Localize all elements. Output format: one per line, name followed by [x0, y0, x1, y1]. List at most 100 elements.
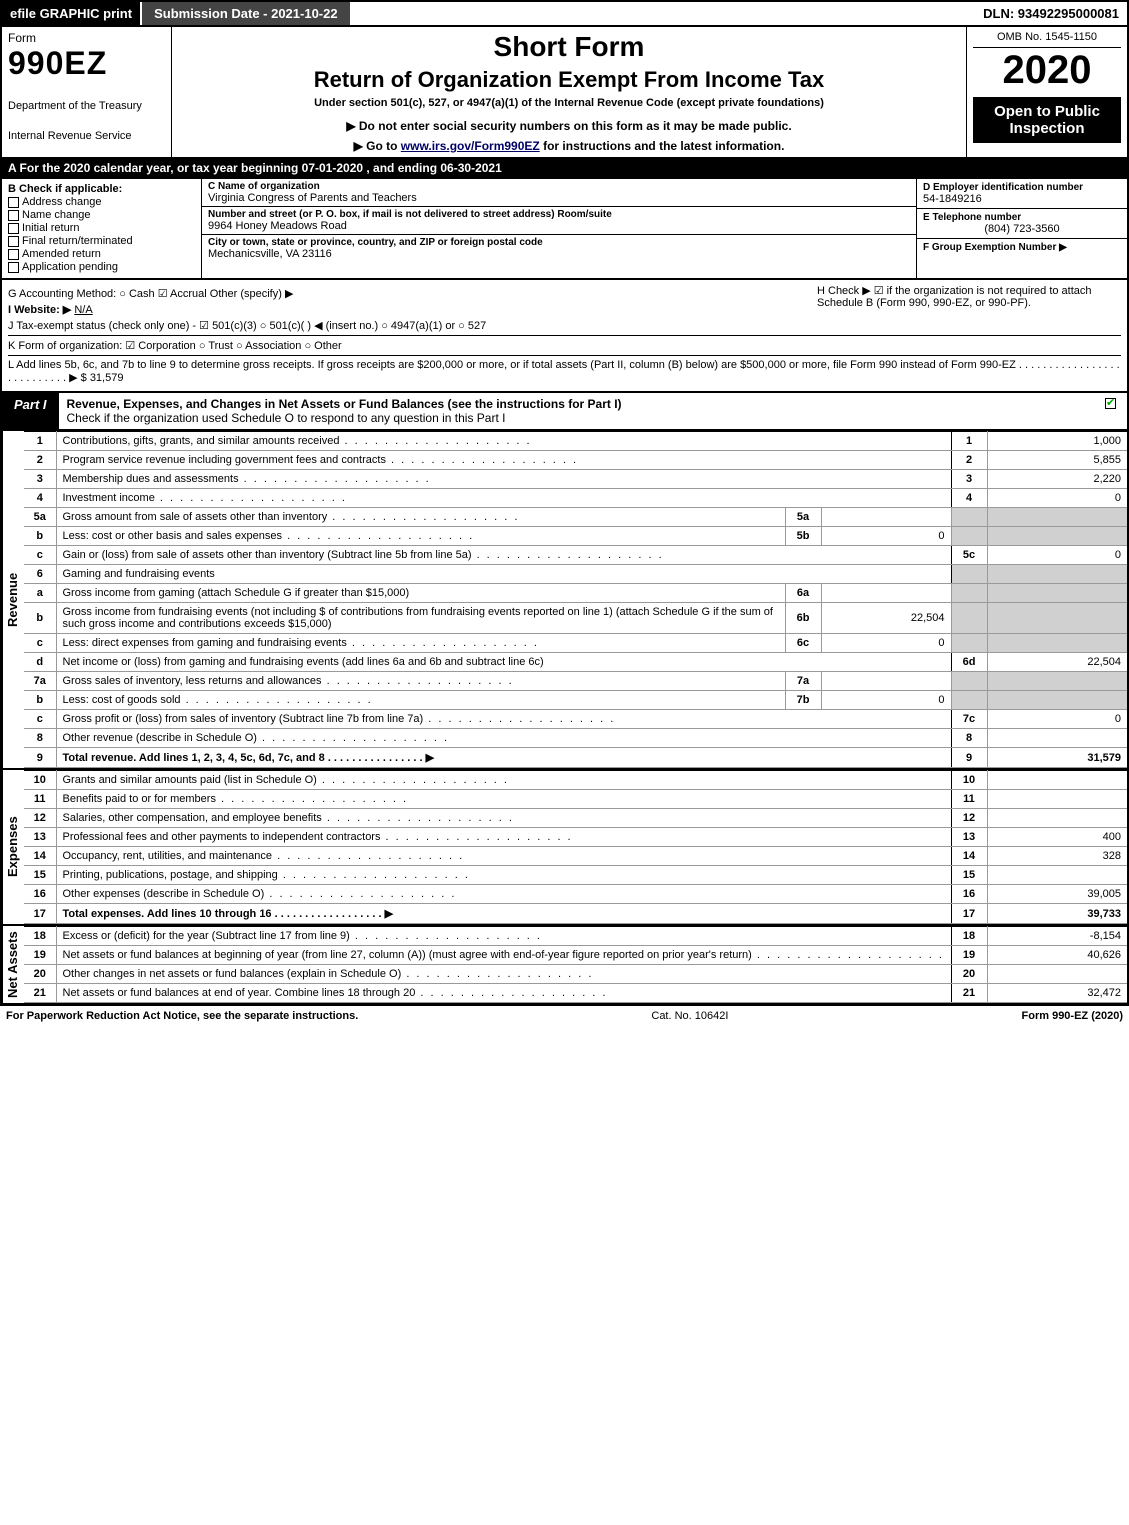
org-addr-value: 9964 Honey Meadows Road [208, 220, 910, 232]
header-right: OMB No. 1545-1150 2020 Open to Public In… [967, 27, 1127, 157]
line-l: L Add lines 5b, 6c, and 7b to line 9 to … [8, 355, 1121, 384]
ein-row: D Employer identification number 54-1849… [917, 179, 1127, 209]
table-row: dNet income or (loss) from gaming and fu… [24, 653, 1127, 672]
org-addr-label: Number and street (or P. O. box, if mail… [208, 209, 910, 220]
table-row: 3Membership dues and assessments32,220 [24, 470, 1127, 489]
org-addr-row: Number and street (or P. O. box, if mail… [202, 207, 916, 235]
part1-check-text: Check if the organization used Schedule … [67, 411, 506, 425]
form-number: 990EZ [8, 45, 165, 82]
org-city-value: Mechanicsville, VA 23116 [208, 248, 910, 260]
table-row: 13Professional fees and other payments t… [24, 828, 1127, 847]
line-h: H Check ▶ ☑ if the organization is not r… [817, 284, 1117, 309]
dept-irs: Internal Revenue Service [8, 130, 165, 142]
irs-link[interactable]: www.irs.gov/Form990EZ [401, 139, 540, 153]
ein-label: D Employer identification number [923, 182, 1121, 193]
expenses-table: 10Grants and similar amounts paid (list … [24, 770, 1127, 924]
table-row: bLess: cost of goods sold7b0 [24, 691, 1127, 710]
paperwork-notice: For Paperwork Reduction Act Notice, see … [6, 1010, 358, 1022]
goto-prefix: ▶ Go to [354, 139, 401, 153]
netassets-table: 18Excess or (deficit) for the year (Subt… [24, 926, 1127, 1003]
box-def: D Employer identification number 54-1849… [917, 179, 1127, 278]
table-row: 21Net assets or fund balances at end of … [24, 984, 1127, 1003]
table-row: cGain or (loss) from sale of assets othe… [24, 546, 1127, 565]
org-city-row: City or town, state or province, country… [202, 235, 916, 262]
ein-value: 54-1849216 [923, 193, 1121, 205]
line-k: K Form of organization: ☑ Corporation ○ … [8, 335, 1121, 352]
table-row: 11Benefits paid to or for members11 [24, 790, 1127, 809]
dln-label: DLN: 93492295000081 [975, 2, 1127, 25]
table-row: cLess: direct expenses from gaming and f… [24, 634, 1127, 653]
table-row: 2Program service revenue including gover… [24, 451, 1127, 470]
group-exempt-label: F Group Exemption Number ▶ [923, 242, 1121, 253]
part1-header: Part I Revenue, Expenses, and Changes in… [0, 393, 1129, 431]
return-title: Return of Organization Exempt From Incom… [180, 67, 958, 93]
table-row: 1Contributions, gifts, grants, and simil… [24, 432, 1127, 451]
table-row: 6Gaming and fundraising events [24, 565, 1127, 584]
page-footer: For Paperwork Reduction Act Notice, see … [0, 1005, 1129, 1026]
meta-block: H Check ▶ ☑ if the organization is not r… [0, 280, 1129, 393]
expenses-side-label: Expenses [2, 770, 24, 924]
part1-checkbox[interactable] [1097, 393, 1127, 429]
part1-title: Revenue, Expenses, and Changes in Net As… [59, 393, 1097, 429]
table-row: 15Printing, publications, postage, and s… [24, 866, 1127, 885]
form-word: Form [8, 31, 165, 45]
netassets-side-label: Net Assets [2, 926, 24, 1003]
box-b-label: B Check if applicable: [8, 183, 195, 195]
part1-tab: Part I [2, 393, 59, 429]
line-j: J Tax-exempt status (check only one) - ☑… [8, 319, 1121, 332]
goto-suffix: for instructions and the latest informat… [543, 139, 784, 153]
revenue-section: Revenue 1Contributions, gifts, grants, a… [0, 431, 1129, 768]
table-row: 12Salaries, other compensation, and empl… [24, 809, 1127, 828]
chk-initial[interactable]: Initial return [8, 222, 195, 234]
expenses-section: Expenses 10Grants and similar amounts pa… [0, 768, 1129, 924]
table-row: bGross income from fundraising events (n… [24, 603, 1127, 634]
phone-row: E Telephone number (804) 723-3560 [917, 209, 1127, 239]
table-row: 7aGross sales of inventory, less returns… [24, 672, 1127, 691]
chk-application[interactable]: Application pending [8, 261, 195, 273]
header-left: Form 990EZ Department of the Treasury In… [2, 27, 172, 157]
table-row: bLess: cost or other basis and sales exp… [24, 527, 1127, 546]
form-id-footer: Form 990-EZ (2020) [1022, 1010, 1123, 1022]
netassets-section: Net Assets 18Excess or (deficit) for the… [0, 924, 1129, 1005]
table-row: 5aGross amount from sale of assets other… [24, 508, 1127, 527]
chk-amended[interactable]: Amended return [8, 248, 195, 260]
chk-address[interactable]: Address change [8, 196, 195, 208]
table-row: 14Occupancy, rent, utilities, and mainte… [24, 847, 1127, 866]
org-name-row: C Name of organization Virginia Congress… [202, 179, 916, 207]
table-row: aGross income from gaming (attach Schedu… [24, 584, 1127, 603]
goto-note: ▶ Go to www.irs.gov/Form990EZ for instru… [180, 139, 958, 153]
chk-name[interactable]: Name change [8, 209, 195, 221]
short-form-title: Short Form [180, 31, 958, 63]
table-row: 19Net assets or fund balances at beginni… [24, 946, 1127, 965]
chk-final[interactable]: Final return/terminated [8, 235, 195, 247]
ssn-note: ▶ Do not enter social security numbers o… [180, 119, 958, 133]
table-row: 18Excess or (deficit) for the year (Subt… [24, 927, 1127, 946]
org-city-label: City or town, state or province, country… [208, 237, 910, 248]
revenue-table: 1Contributions, gifts, grants, and simil… [24, 431, 1127, 768]
top-bar: efile GRAPHIC print Submission Date - 20… [0, 0, 1129, 27]
table-row: cGross profit or (loss) from sales of in… [24, 710, 1127, 729]
org-name-label: C Name of organization [208, 181, 910, 192]
efile-print-label[interactable]: efile GRAPHIC print [2, 2, 140, 25]
header-center: Short Form Return of Organization Exempt… [172, 27, 967, 157]
under-section: Under section 501(c), 527, or 4947(a)(1)… [180, 97, 958, 109]
website-value: N/A [74, 304, 92, 316]
org-info-grid: B Check if applicable: Address change Na… [0, 179, 1129, 280]
revenue-side-label: Revenue [2, 431, 24, 768]
form-header: Form 990EZ Department of the Treasury In… [0, 27, 1129, 159]
table-row: 20Other changes in net assets or fund ba… [24, 965, 1127, 984]
table-row: 9Total revenue. Add lines 1, 2, 3, 4, 5c… [24, 748, 1127, 768]
line-i-label: I Website: ▶ [8, 304, 71, 316]
phone-value: (804) 723-3560 [923, 223, 1121, 235]
open-public: Open to Public Inspection [973, 97, 1121, 143]
table-row: 17Total expenses. Add lines 10 through 1… [24, 904, 1127, 924]
tax-year: 2020 [973, 48, 1121, 93]
table-row: 16Other expenses (describe in Schedule O… [24, 885, 1127, 904]
submission-date: Submission Date - 2021-10-22 [140, 2, 350, 25]
box-c: C Name of organization Virginia Congress… [202, 179, 917, 278]
catalog-number: Cat. No. 10642I [358, 1010, 1021, 1022]
dept-treasury: Department of the Treasury [8, 100, 165, 112]
omb-number: OMB No. 1545-1150 [973, 31, 1121, 48]
box-b: B Check if applicable: Address change Na… [2, 179, 202, 278]
org-name-value: Virginia Congress of Parents and Teacher… [208, 192, 910, 204]
